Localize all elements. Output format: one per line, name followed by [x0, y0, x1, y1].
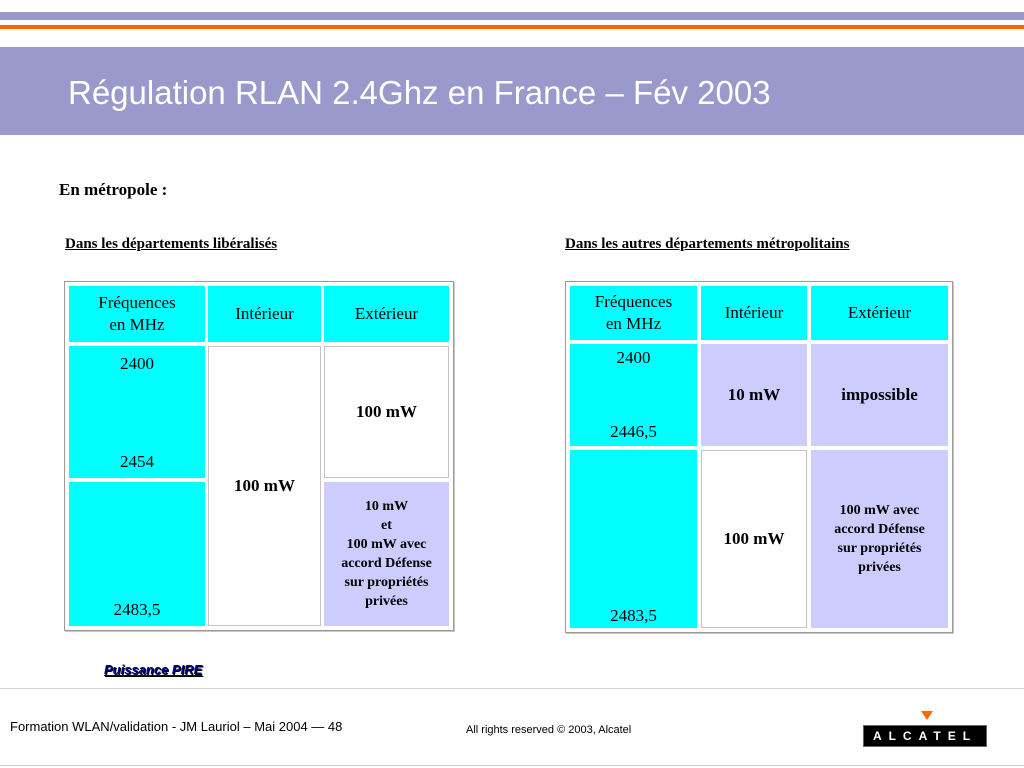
top-accent-band: [0, 12, 1024, 20]
freq-value: 2454: [120, 452, 154, 471]
right-exterior-lower-text: 100 mW avec accord Défense sur propriété…: [834, 503, 925, 575]
section-label: En métropole :: [59, 180, 168, 199]
left-freq-band-1: 2400 2454: [69, 346, 205, 478]
freq-value: 2483,5: [610, 606, 657, 625]
left-exterior-lower: 10 mW et 100 mW avec accord Défense sur …: [324, 482, 449, 626]
freq-value: 2400: [616, 348, 651, 367]
orange-accent-line: [0, 25, 1024, 29]
left-exterior-upper: 100 mW: [324, 346, 449, 478]
title-bar: [0, 47, 1024, 135]
pire-note: Puissance PIRE: [104, 662, 203, 677]
right-header-interior: Intérieur: [701, 286, 807, 340]
freq-value: 2483,5: [113, 600, 161, 619]
right-freq-band-2: 2483,5: [570, 450, 697, 628]
freq-value: 2400: [120, 354, 154, 373]
right-exterior-upper: impossible: [811, 344, 948, 446]
left-freq-band-2: 2483,5: [69, 482, 205, 626]
footer-divider: [0, 688, 1024, 689]
right-header-frequency: Fréquences en MHz: [570, 286, 697, 340]
left-header-frequency: Fréquences en MHz: [69, 286, 205, 342]
logo-wordmark: ALCATEL: [863, 725, 987, 747]
left-exterior-lower-text: 10 mW et 100 mW avec accord Défense sur …: [341, 499, 432, 609]
left-table-heading: Dans les départements libéralisés: [65, 236, 278, 252]
left-header-exterior: Extérieur: [324, 286, 449, 342]
left-header-interior: Intérieur: [208, 286, 321, 342]
slide-title: Régulation RLAN 2.4Ghz en France – Fév 2…: [68, 74, 771, 111]
footer-copyright: All rights reserved © 2003, Alcatel: [466, 724, 632, 736]
right-header-exterior: Extérieur: [811, 286, 948, 340]
footer-course-info: Formation WLAN/validation - JM Lauriol –…: [10, 719, 343, 734]
logo-arrow-icon: [921, 711, 933, 720]
right-interior-lower: 100 mW: [701, 450, 807, 628]
right-exterior-lower: 100 mW avec accord Défense sur propriété…: [811, 450, 948, 628]
right-interior-upper: 10 mW: [701, 344, 807, 446]
right-table: Fréquences en MHz Intérieur Extérieur 24…: [565, 281, 953, 633]
right-freq-band-1: 2400 2446,5: [570, 344, 697, 446]
left-table: Fréquences en MHz Intérieur Extérieur 24…: [64, 281, 454, 631]
footer-bottom-divider: [0, 765, 1024, 766]
right-table-heading: Dans les autres départements métropolita…: [565, 236, 850, 252]
freq-value: 2446,5: [610, 422, 657, 441]
left-interior-value: 100 mW: [208, 346, 321, 626]
alcatel-logo: ALCATEL: [863, 711, 987, 747]
